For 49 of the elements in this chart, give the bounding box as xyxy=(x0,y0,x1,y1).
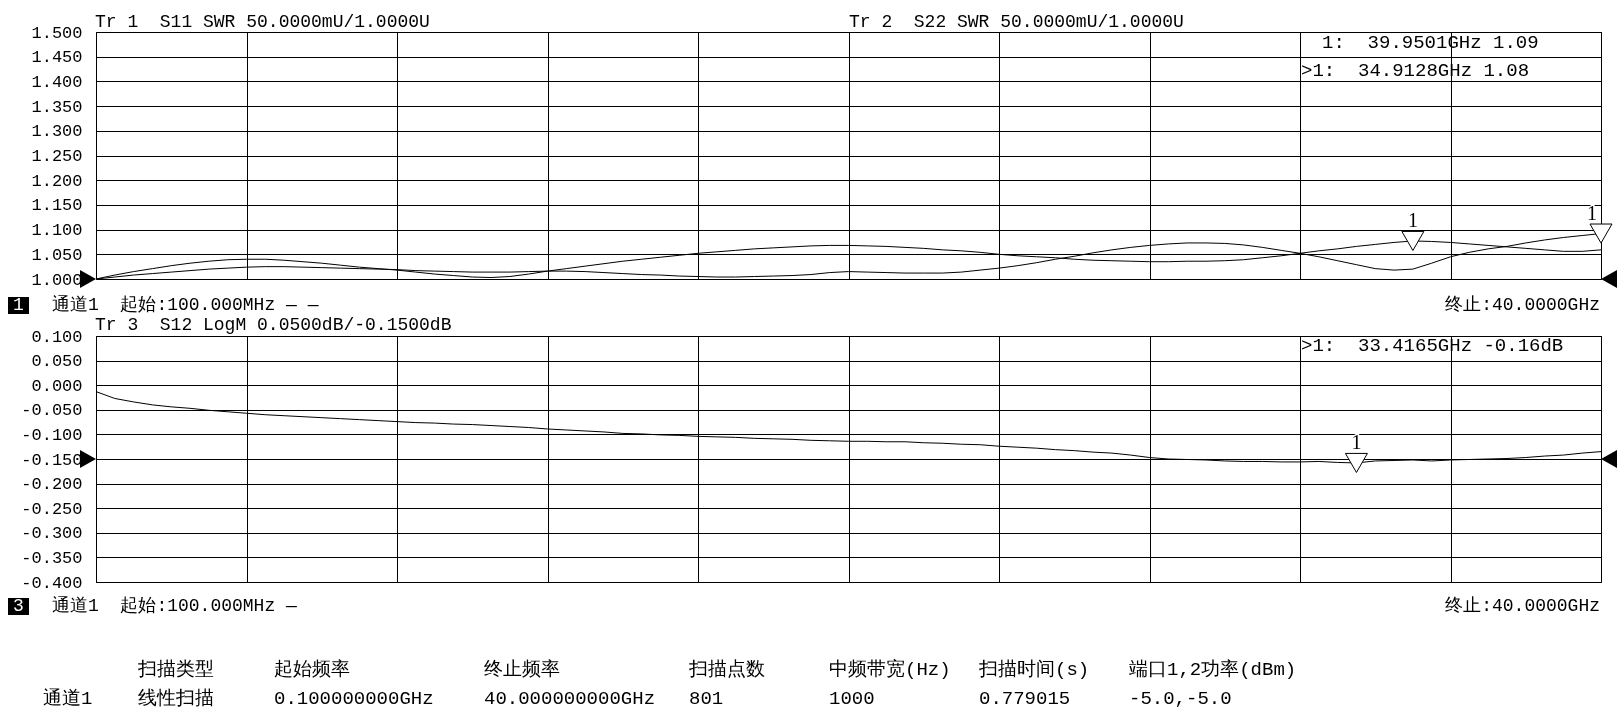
y-tick-label: 1.100 xyxy=(31,221,83,241)
text: 扫描时间(s) xyxy=(979,659,1090,681)
text: 40.000000000GHz xyxy=(484,688,656,710)
text: 通道1 起始:100.000MHz — xyxy=(52,596,297,616)
y-tick-label: 1.450 xyxy=(31,48,83,68)
y-tick-label: -0.300 xyxy=(21,524,83,544)
y-tick-label: -0.050 xyxy=(21,401,83,421)
text: Tr 2 S22 SWR 50.0000mU/1.0000U xyxy=(849,12,1184,32)
y-tick-label: 1.300 xyxy=(31,122,83,142)
text: 1 xyxy=(13,295,24,315)
text: 1000 xyxy=(829,688,875,710)
text: 通道1 起始:100.000MHz — — xyxy=(52,295,319,315)
text: 0.779015 xyxy=(979,688,1071,710)
text: 通道1 xyxy=(43,688,93,710)
y-tick-label: 1.350 xyxy=(31,97,83,117)
text: 0.100000000GHz xyxy=(274,688,434,710)
y-tick-label: 1.150 xyxy=(31,196,83,216)
series-label: 1 xyxy=(1351,430,1362,453)
text: 端口1,2功率(dBm) xyxy=(1129,659,1297,681)
text: 801 xyxy=(689,688,724,710)
text: 起始频率 xyxy=(274,659,350,681)
y-tick-label: 0.100 xyxy=(31,327,83,347)
y-tick-label: 1.250 xyxy=(31,147,83,166)
y-tick-label: 1.400 xyxy=(31,72,83,92)
text: Tr 1 S11 SWR 50.0000mU/1.0000U xyxy=(95,12,430,32)
y-tick-label: -0.250 xyxy=(21,499,83,519)
series-label: 1 xyxy=(1407,208,1418,231)
text: 终止:40.0000GHz xyxy=(1445,295,1600,315)
y-tick-label: 0.000 xyxy=(31,376,83,396)
text: 3 xyxy=(8,596,29,616)
y-tick-label: -0.150 xyxy=(21,450,83,470)
text: 终止频率 xyxy=(484,659,560,681)
y-tick-label: 1.000 xyxy=(31,270,83,290)
text: 扫描点数 xyxy=(689,659,765,681)
y-tick-label: -0.200 xyxy=(21,475,83,495)
y-tick-label: -0.100 xyxy=(21,425,83,445)
y-tick-label: -0.400 xyxy=(21,573,83,593)
y-tick-label: 1.200 xyxy=(31,171,83,191)
annotation: 1 xyxy=(1587,201,1597,224)
text: 扫描类型 xyxy=(138,659,214,681)
y-tick-label: 1.050 xyxy=(31,245,83,265)
text: -5.0,-5.0 xyxy=(1129,688,1232,710)
text: 终止:40.0000GHz xyxy=(1445,596,1600,616)
y-tick-label: 0.050 xyxy=(31,352,83,372)
text: Tr 3 S12 LogM 0.0500dB/-0.1500dB xyxy=(95,315,452,335)
y-tick-label: 1.500 xyxy=(31,23,83,43)
text: 线性扫描 xyxy=(138,688,214,710)
y-tick-label: -0.350 xyxy=(21,548,83,568)
text: 中频带宽(Hz) xyxy=(829,659,951,681)
